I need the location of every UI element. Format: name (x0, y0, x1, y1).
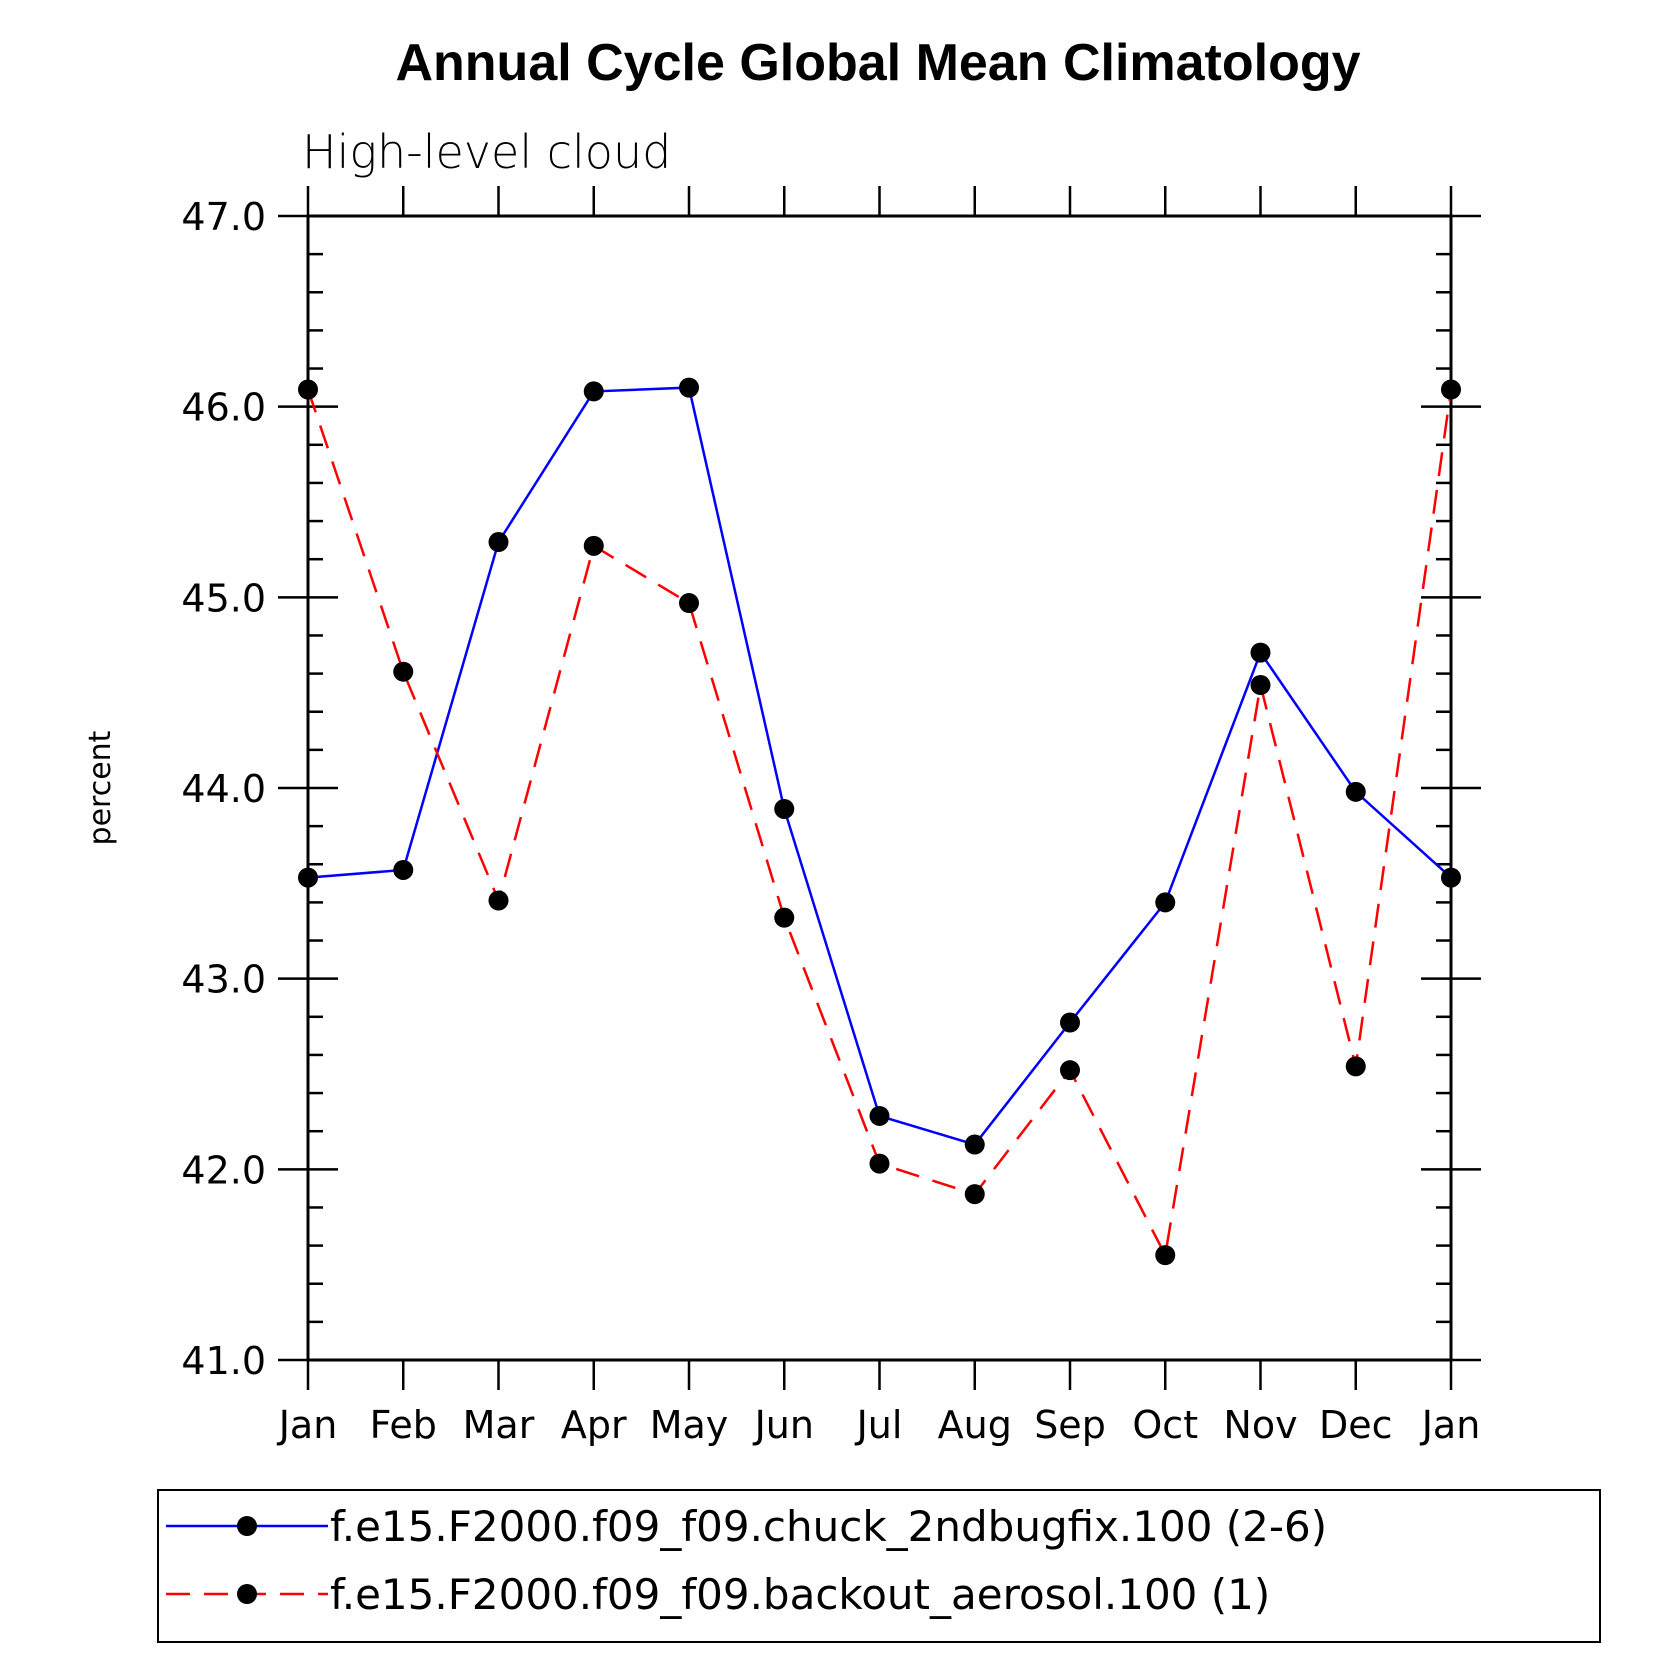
data-point (1345, 781, 1366, 802)
legend: f.e15.F2000.f09_f09.chuck_2ndbugfix.100 … (157, 1489, 1601, 1643)
series-layer (298, 377, 1461, 1266)
plot-frame (306, 214, 1453, 1362)
x-tick-label: Aug (938, 1403, 1012, 1447)
data-point (298, 379, 318, 400)
y-tick-label: 41.0 (181, 1339, 266, 1383)
x-tick-label: Feb (370, 1403, 437, 1447)
data-point (1060, 1060, 1080, 1081)
data-point (393, 859, 414, 880)
data-point (774, 907, 795, 928)
data-point (488, 890, 509, 911)
data-point (1155, 892, 1176, 913)
y-tick-label: 47.0 (181, 195, 266, 239)
legend-label: f.e15.F2000.f09_f09.backout_aerosol.100 … (330, 1570, 1270, 1619)
x-tick-label: Jan (277, 1403, 338, 1447)
chart-subtitle: High-level cloud (302, 125, 671, 179)
legend-marker (237, 1516, 257, 1536)
data-point (679, 593, 699, 614)
y-tick-label: 42.0 (181, 1148, 266, 1192)
data-point (964, 1184, 985, 1205)
x-tick-label: May (650, 1403, 729, 1447)
data-point (1060, 1012, 1080, 1033)
data-point (393, 661, 414, 682)
series-2 (298, 379, 1461, 1266)
data-point (1441, 867, 1461, 888)
data-point (1441, 379, 1461, 400)
legend-label: f.e15.F2000.f09_f09.chuck_2ndbugfix.100 … (330, 1502, 1327, 1551)
legend-entry-2: f.e15.F2000.f09_f09.backout_aerosol.100 … (166, 1570, 1270, 1619)
data-point (1250, 675, 1271, 696)
data-point (488, 532, 509, 553)
x-tick-label: Mar (463, 1403, 535, 1447)
y-tick-label: 43.0 (181, 958, 266, 1002)
x-tick-label: Jul (855, 1403, 903, 1447)
legend-entry-1: f.e15.F2000.f09_f09.chuck_2ndbugfix.100 … (166, 1502, 1327, 1551)
x-tick-label: Sep (1034, 1403, 1106, 1447)
data-point (1250, 642, 1271, 663)
data-point (583, 535, 604, 556)
y-tick-labels: 41.0 42.0 43.0 44.0 45.0 46.0 47.0 (181, 195, 266, 1383)
data-point (964, 1134, 985, 1155)
data-point (1345, 1056, 1366, 1077)
data-point (298, 867, 318, 888)
y-tick-label: 46.0 (181, 386, 266, 430)
data-point (869, 1153, 890, 1174)
x-tick-label: Jan (1420, 1403, 1481, 1447)
x-tick-label: Apr (561, 1403, 627, 1447)
chart-title: Annual Cycle Global Mean Climatology (395, 34, 1360, 92)
legend-entries: f.e15.F2000.f09_f09.chuck_2ndbugfix.100 … (166, 1502, 1327, 1619)
x-tick-label: Dec (1319, 1403, 1393, 1447)
x-tick-label: Oct (1132, 1403, 1198, 1447)
x-tick-labels: Jan Feb Mar Apr May Jun Jul Aug Sep Oct Nov Dec Jan (277, 1403, 1481, 1447)
legend-marker (237, 1584, 257, 1604)
x-tick-label: Nov (1223, 1403, 1297, 1447)
series-1 (298, 377, 1461, 1155)
data-point (583, 381, 604, 402)
data-point (774, 798, 795, 819)
data-point (1155, 1245, 1176, 1266)
axis-ticks (278, 186, 1481, 1390)
x-tick-label: Jun (753, 1403, 814, 1447)
y-axis-label: percent (83, 730, 118, 845)
data-point (679, 377, 699, 398)
y-tick-label: 44.0 (181, 767, 266, 811)
y-tick-label: 45.0 (181, 576, 266, 620)
data-point (869, 1105, 890, 1126)
legend-box (157, 1489, 1601, 1643)
